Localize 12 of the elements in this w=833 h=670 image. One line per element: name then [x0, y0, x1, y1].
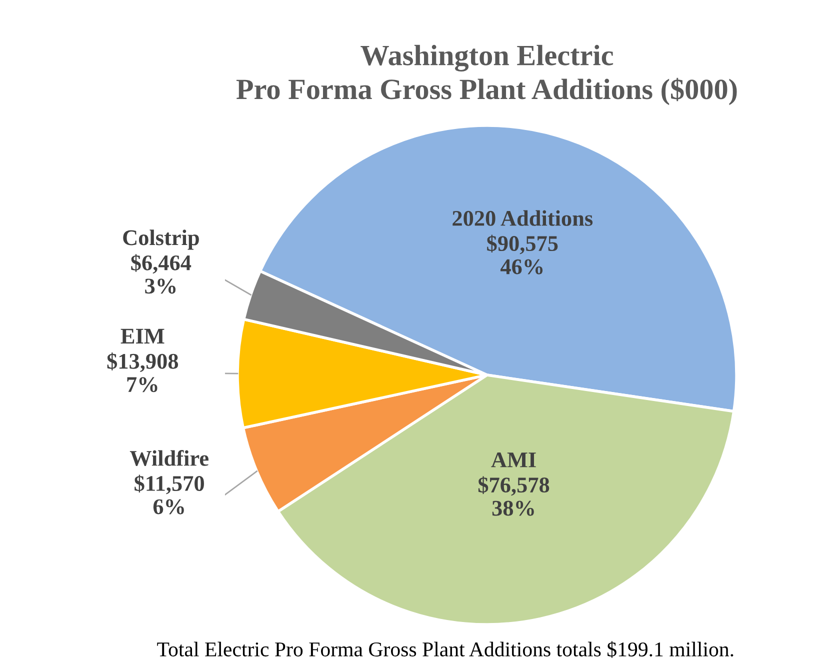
data-label: $11,570 6% [134, 474, 204, 514]
slice-label: Colstrip [123, 230, 199, 250]
data-label: $76,578 38% [478, 476, 550, 516]
chart-title: Washington Electric Pro Forma Gross Plant Additions ($000) [236, 44, 737, 106]
slice-label: AMI [491, 452, 536, 468]
slice-label: Wildfire [130, 450, 208, 466]
data-label: $90,575 46% [487, 234, 558, 274]
data-label: $13,908 7% [107, 352, 178, 392]
data-label: $6,464 3% [131, 254, 192, 294]
slice-label: EIM [120, 328, 164, 344]
slice-label: 2020 Additions [452, 210, 593, 226]
text: Total Electric Pro Forma Gross Plant Additions totals $199.1 million. [157, 641, 734, 658]
